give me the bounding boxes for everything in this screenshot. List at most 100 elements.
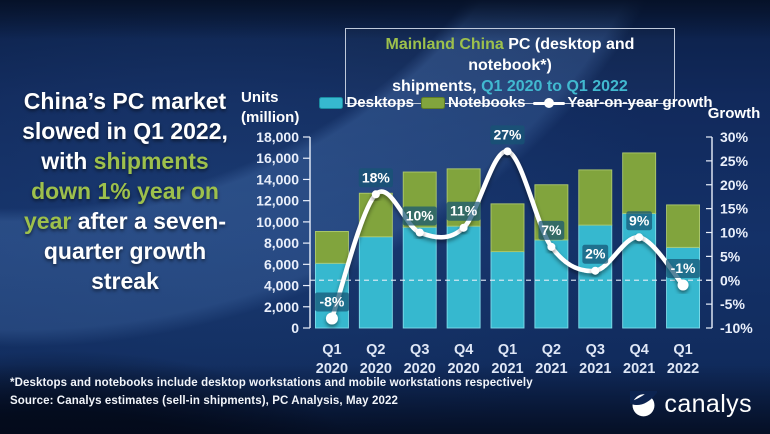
right-axis-tick-label: 5% xyxy=(720,248,741,264)
legend-item-desktops: Desktops xyxy=(319,94,414,111)
growth-value-box xyxy=(626,211,653,231)
growth-marker xyxy=(371,190,380,199)
right-axis-tick-label: 15% xyxy=(720,201,749,217)
growth-marker xyxy=(591,266,600,275)
right-axis-tick-label: 20% xyxy=(720,177,749,193)
text-segment: China’s PC market xyxy=(23,88,227,114)
left-axis-tick-label: 0 xyxy=(291,320,299,336)
x-axis-label: Q3 2020 xyxy=(404,342,436,377)
headline-line: down 1% year on xyxy=(4,176,246,206)
left-axis-tick-label: 10,000 xyxy=(256,214,299,230)
text-segment: Q1 2020 to Q1 2022 xyxy=(481,78,628,95)
bar-desktops-q3-2020 xyxy=(402,226,437,329)
headline-line: with shipments xyxy=(4,146,246,176)
text-segment: slowed in Q1 2022, xyxy=(22,118,228,144)
chart-title-box: Mainland China PC (desktop and notebook*… xyxy=(345,28,675,104)
headline-line: China’s PC market xyxy=(4,86,246,116)
bar-desktops-q4-2021 xyxy=(622,212,657,329)
chart-title-line1: Mainland China PC (desktop and notebook*… xyxy=(352,34,668,76)
growth-value-label: 10% xyxy=(406,208,435,224)
right-axis-title: Growth xyxy=(707,105,761,122)
notebooks-swatch-icon xyxy=(420,96,445,109)
text-segment: streak xyxy=(91,268,159,294)
chart-title-line2: shipments, Q1 2020 to Q1 2022 xyxy=(352,76,668,97)
desktops-swatch-icon xyxy=(319,96,344,109)
left-axis-title: Units (million) xyxy=(241,89,300,126)
left-axis-tick-label: 4,000 xyxy=(264,278,299,294)
growth-value-label: 11% xyxy=(450,203,478,219)
x-axis-label: Q2 2021 xyxy=(535,342,567,377)
bar-notebooks-q1-2020 xyxy=(314,230,349,264)
right-axis-tick-label: 0% xyxy=(720,272,741,288)
text-segment: year xyxy=(23,208,72,234)
x-axis-label: Q4 2021 xyxy=(623,342,655,377)
growth-value-label: -1% xyxy=(671,260,696,276)
text-segment: after a seven- xyxy=(71,208,227,234)
bar-desktops-q3-2021 xyxy=(578,224,613,329)
left-axis-tick-label: 18,000 xyxy=(256,129,299,145)
headline-line: quarter growth xyxy=(4,236,246,266)
left-axis-tick-label: 12,000 xyxy=(256,193,299,209)
headline-line: slowed in Q1 2022, xyxy=(4,116,246,146)
left-axis-tick-label: 8,000 xyxy=(264,235,299,251)
legend-label: Desktops xyxy=(346,94,414,111)
growth-marker xyxy=(547,242,556,251)
growth-value-label: 18% xyxy=(362,169,391,185)
text-segment: Mainland China xyxy=(385,36,509,53)
growth-value-box xyxy=(402,206,437,226)
bar-notebooks-q1-2022 xyxy=(666,204,701,248)
legend-item-growth: Year-on-year growth xyxy=(532,94,713,111)
right-axis-tick-label: -10% xyxy=(720,320,753,336)
growth-value-box xyxy=(358,168,393,188)
x-axis-label: Q4 2020 xyxy=(447,342,479,377)
bar-desktops-q2-2020 xyxy=(358,236,393,329)
x-axis-label: Q2 2020 xyxy=(360,342,392,377)
bar-desktops-q1-2021 xyxy=(490,251,525,329)
x-axis-label: Q3 2021 xyxy=(579,342,611,377)
growth-line-swatch-icon xyxy=(532,97,565,109)
right-axis-tick-label: 25% xyxy=(720,153,749,169)
left-axis-tick-label: 6,000 xyxy=(264,256,299,272)
growth-marker xyxy=(635,233,644,242)
footnote: *Desktops and notebooks include desktop … xyxy=(10,377,533,389)
legend-item-notebooks: Notebooks xyxy=(420,94,526,111)
text-segment: quarter growth xyxy=(43,238,207,264)
left-axis-tick-label: 2,000 xyxy=(264,299,299,315)
growth-value-label: 9% xyxy=(629,212,650,228)
growth-value-box xyxy=(446,201,481,221)
right-axis-tick-label: 10% xyxy=(720,225,749,241)
text-segment: down 1% year on xyxy=(31,178,219,204)
text-segment: shipments xyxy=(93,148,209,174)
bar-notebooks-q4-2021 xyxy=(622,152,657,214)
right-axis-tick-label: 30% xyxy=(720,129,749,145)
text-segment: shipments, xyxy=(392,78,482,95)
right-axis-tick-label: -5% xyxy=(720,296,745,312)
x-axis-label: Q1 2020 xyxy=(316,342,348,377)
canalys-logo: canalys xyxy=(630,390,752,419)
growth-marker xyxy=(677,279,689,291)
legend-label: Year-on-year growth xyxy=(567,94,713,111)
growth-marker xyxy=(325,312,338,325)
legend-label: Notebooks xyxy=(447,94,526,111)
canalys-logo-icon xyxy=(630,391,658,417)
growth-marker xyxy=(503,147,512,156)
growth-marker xyxy=(459,223,468,232)
growth-value-box xyxy=(490,125,525,145)
x-axis-label: Q1 2021 xyxy=(491,342,523,377)
growth-value-label: -8% xyxy=(319,293,344,309)
bar-desktops-q2-2021 xyxy=(534,239,569,329)
growth-marker xyxy=(415,228,424,237)
growth-value-box xyxy=(538,220,565,240)
left-axis-tick-label: 14,000 xyxy=(256,171,299,187)
growth-value-label: 2% xyxy=(585,246,606,262)
source-line: Source: Canalys estimates (sell-in shipm… xyxy=(10,395,398,407)
growth-value-box xyxy=(314,292,350,312)
headline-line: streak xyxy=(4,266,246,296)
legend: Desktops Notebooks Year-on-year growth xyxy=(319,94,713,111)
text-segment: PC (desktop and notebook*) xyxy=(468,36,635,74)
growth-value-box xyxy=(665,259,701,279)
bar-notebooks-q3-2021 xyxy=(578,169,613,226)
canalys-logo-text: canalys xyxy=(664,390,752,418)
growth-value-box xyxy=(582,244,609,264)
